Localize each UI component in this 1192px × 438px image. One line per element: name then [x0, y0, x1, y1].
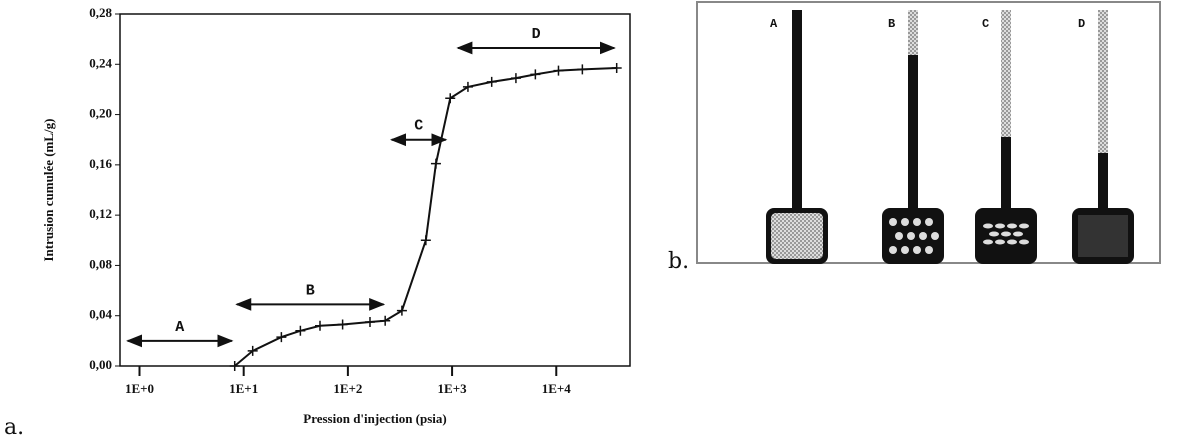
- range-label: D: [532, 26, 541, 43]
- point-marker: [462, 81, 473, 92]
- point-marker: [430, 158, 441, 169]
- y-tick-label: 0,00: [89, 357, 112, 372]
- point-marker: [364, 317, 375, 327]
- panel-label: a.: [4, 415, 24, 438]
- x-tick-label: 1E+2: [333, 381, 362, 396]
- tube-b: [882, 10, 944, 264]
- point-marker: [553, 65, 564, 76]
- point-marker: [229, 361, 240, 371]
- x-tick-label: 1E+4: [542, 381, 572, 396]
- y-tick-label: 0,24: [89, 55, 112, 70]
- tube-d: [1072, 10, 1134, 264]
- point-marker: [247, 345, 258, 356]
- point-marker: [276, 332, 287, 343]
- range-label: A: [175, 319, 184, 336]
- point-marker: [337, 319, 348, 330]
- curve: [234, 67, 617, 367]
- x-tick-label: 1E+0: [125, 381, 154, 396]
- tube-c: [975, 10, 1037, 264]
- point-marker: [510, 73, 521, 84]
- point-marker: [315, 320, 326, 331]
- point-marker: [530, 69, 541, 80]
- point-marker: [611, 63, 622, 74]
- range-label: C: [414, 118, 423, 135]
- y-axis-label: Intrusion cumulée (mL/g): [41, 119, 56, 262]
- plot-frame: [119, 13, 631, 367]
- panel-label: b.: [668, 249, 689, 274]
- x-axis-label: Pression d'injection (psia): [303, 411, 447, 426]
- y-tick-label: 0,12: [89, 206, 112, 221]
- point-marker: [445, 93, 456, 104]
- diagram-label: C: [982, 17, 989, 31]
- diagram-label: B: [888, 17, 895, 31]
- tube-a: [766, 10, 828, 264]
- diagram: b.: [668, 1, 1161, 274]
- diagram-label: A: [770, 17, 778, 31]
- diagram-label: D: [1078, 17, 1085, 31]
- point-marker: [396, 305, 407, 316]
- point-marker: [486, 76, 497, 87]
- point-marker: [295, 325, 306, 336]
- point-marker: [577, 64, 588, 75]
- y-tick-label: 0,08: [89, 256, 112, 271]
- point-marker: [380, 315, 391, 326]
- x-tick-label: 1E+3: [438, 381, 468, 396]
- y-tick-label: 0,20: [89, 106, 112, 121]
- x-tick-label: 1E+1: [229, 381, 258, 396]
- point-marker: [420, 235, 431, 246]
- range-label: B: [306, 282, 315, 299]
- y-tick-label: 0,04: [89, 307, 112, 322]
- y-tick-label: 0,28: [89, 5, 112, 20]
- y-tick-label: 0,16: [89, 156, 112, 171]
